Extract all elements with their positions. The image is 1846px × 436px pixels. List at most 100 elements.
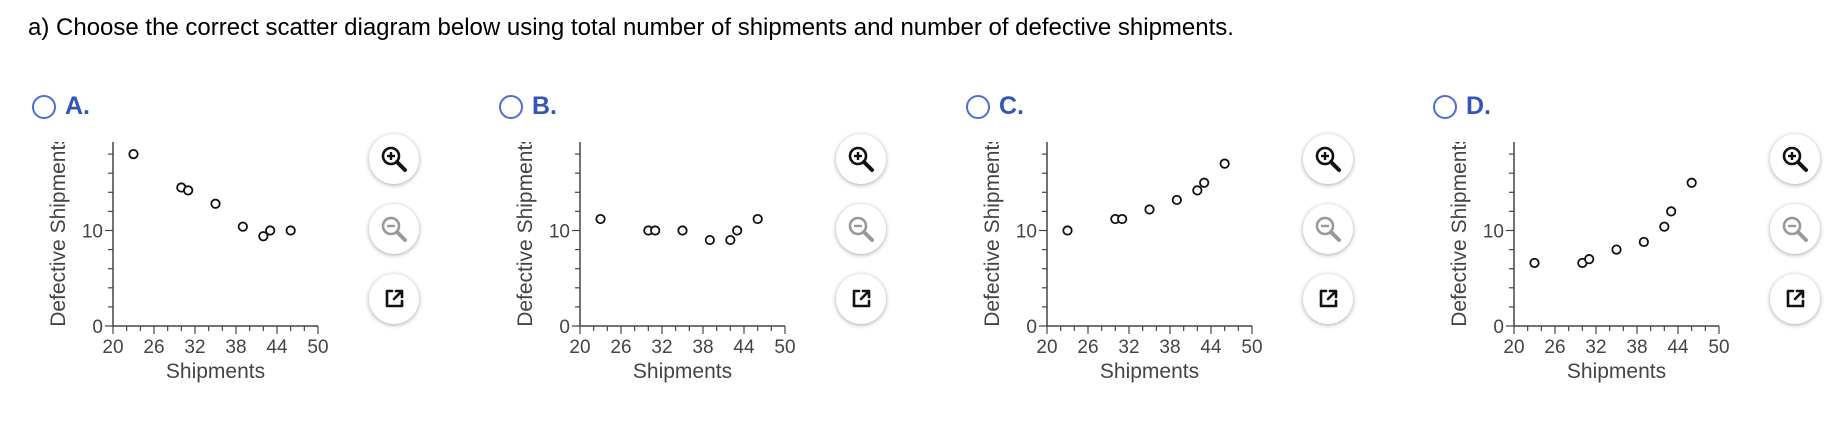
option-label: A. <box>65 92 90 120</box>
data-point <box>1171 194 1182 206</box>
data-point <box>752 213 763 225</box>
popout-button[interactable] <box>836 274 886 324</box>
scatter-chart: 20 26 32 38 44 50 0 10 20 Shipments Defective Ship… <box>1449 142 1730 383</box>
zoom-in-button[interactable] <box>369 134 419 184</box>
x-tick-label: 26 <box>1077 337 1098 358</box>
y-tick-label: 10 <box>1483 222 1504 243</box>
data-point <box>650 225 661 236</box>
y-tick-label: 0 <box>92 317 103 338</box>
data-point <box>128 148 139 160</box>
scatter-chart: 20 26 32 38 44 50 0 10 20 Shipments Defective Ship… <box>48 142 329 383</box>
y-tick-label: 10 <box>1016 222 1037 243</box>
data-point <box>1611 244 1622 255</box>
data-point <box>725 234 736 246</box>
y-tick-label: 0 <box>559 317 570 338</box>
data-point <box>704 234 715 246</box>
x-axis-label: Shipments <box>633 360 732 383</box>
zoom-out-button[interactable] <box>1770 204 1820 254</box>
zoom-in-button[interactable] <box>836 134 886 184</box>
data-point <box>210 198 221 209</box>
x-tick-label: 26 <box>143 337 164 358</box>
x-tick-label: 50 <box>1708 337 1729 358</box>
x-tick-label: 44 <box>1200 337 1222 358</box>
data-point <box>258 231 269 242</box>
zoom-out-button[interactable] <box>836 204 886 254</box>
zoom-out-button[interactable] <box>1303 204 1353 254</box>
option-a-radio-row[interactable]: A. <box>32 92 90 121</box>
data-point <box>1144 204 1155 215</box>
data-point <box>595 213 606 225</box>
option-d: D. 20 26 32 38 44 50 0 10 20 Shipments Defective Sh… <box>1429 92 1846 432</box>
x-tick-label: 32 <box>1118 337 1139 358</box>
data-point <box>677 225 688 236</box>
radio-button[interactable] <box>966 94 990 119</box>
data-point <box>237 221 248 232</box>
popout-button[interactable] <box>369 274 419 324</box>
option-a: A. 20 26 32 38 44 50 0 10 20 Shipments Defective Sh… <box>28 92 468 432</box>
option-d-radio-row[interactable]: D. <box>1433 92 1491 121</box>
zoom-in-icon <box>1782 146 1808 172</box>
option-label: D. <box>1466 92 1491 120</box>
popout-button[interactable] <box>1770 274 1820 324</box>
data-point <box>265 225 276 236</box>
scatter-chart: 20 26 32 38 44 50 0 10 20 Shipments Defective Ship… <box>515 142 796 383</box>
x-tick-label: 20 <box>1503 337 1524 358</box>
popout-icon <box>385 289 404 308</box>
y-axis-label: Defective Shipments <box>982 142 1004 327</box>
zoom-in-button[interactable] <box>1770 134 1820 184</box>
zoom-in-button[interactable] <box>1303 134 1353 184</box>
x-axis-label: Shipments <box>1567 360 1666 383</box>
popout-button[interactable] <box>1303 274 1353 324</box>
y-axis-label: Defective Shipments <box>1449 142 1471 327</box>
zoom-out-icon <box>1782 216 1808 242</box>
data-point <box>1192 185 1203 196</box>
data-point <box>285 225 296 236</box>
x-tick-label: 50 <box>1241 337 1262 358</box>
x-axis-label: Shipments <box>166 360 265 383</box>
x-tick-label: 32 <box>184 337 205 358</box>
x-tick-label: 20 <box>102 337 123 358</box>
x-tick-label: 38 <box>1626 337 1647 358</box>
y-tick-label: 20 <box>82 142 103 147</box>
option-label: C. <box>999 92 1024 120</box>
option-label: B. <box>532 92 557 120</box>
option-b-radio-row[interactable]: B. <box>499 92 557 121</box>
x-tick-label: 20 <box>1036 337 1057 358</box>
data-point <box>1062 225 1073 236</box>
x-tick-label: 44 <box>266 337 288 358</box>
zoom-in-icon <box>848 146 874 172</box>
scatter-chart: 20 26 32 38 44 50 0 10 20 Shipments Defective Ship… <box>982 142 1263 383</box>
popout-icon <box>852 289 871 308</box>
popout-icon <box>1786 289 1805 308</box>
zoom-out-icon <box>848 216 874 242</box>
data-point <box>732 225 743 236</box>
x-tick-label: 44 <box>1667 337 1689 358</box>
data-point <box>1584 254 1595 265</box>
data-point <box>183 185 194 196</box>
x-tick-label: 26 <box>1544 337 1565 358</box>
radio-button[interactable] <box>1433 94 1457 119</box>
y-tick-label: 20 <box>549 142 570 147</box>
zoom-out-icon <box>1315 216 1341 242</box>
x-tick-label: 38 <box>692 337 713 358</box>
radio-button[interactable] <box>499 94 523 119</box>
zoom-out-icon <box>381 216 407 242</box>
y-tick-label: 20 <box>1483 142 1504 147</box>
popout-icon <box>1319 289 1338 308</box>
zoom-in-icon <box>1315 146 1341 172</box>
data-point <box>1686 177 1697 188</box>
radio-button[interactable] <box>32 94 56 119</box>
y-tick-label: 20 <box>1016 142 1037 147</box>
x-tick-label: 32 <box>1585 337 1606 358</box>
y-tick-label: 0 <box>1493 317 1504 338</box>
option-c-radio-row[interactable]: C. <box>966 92 1024 121</box>
data-point <box>1666 206 1677 217</box>
data-point <box>1659 221 1670 232</box>
y-axis-label: Defective Shipments <box>515 142 537 327</box>
y-axis-label: Defective Shipments <box>48 142 70 327</box>
zoom-out-button[interactable] <box>369 204 419 254</box>
x-tick-label: 44 <box>733 337 755 358</box>
data-point <box>1529 257 1540 269</box>
y-tick-label: 10 <box>82 222 103 243</box>
x-axis-label: Shipments <box>1100 360 1199 383</box>
